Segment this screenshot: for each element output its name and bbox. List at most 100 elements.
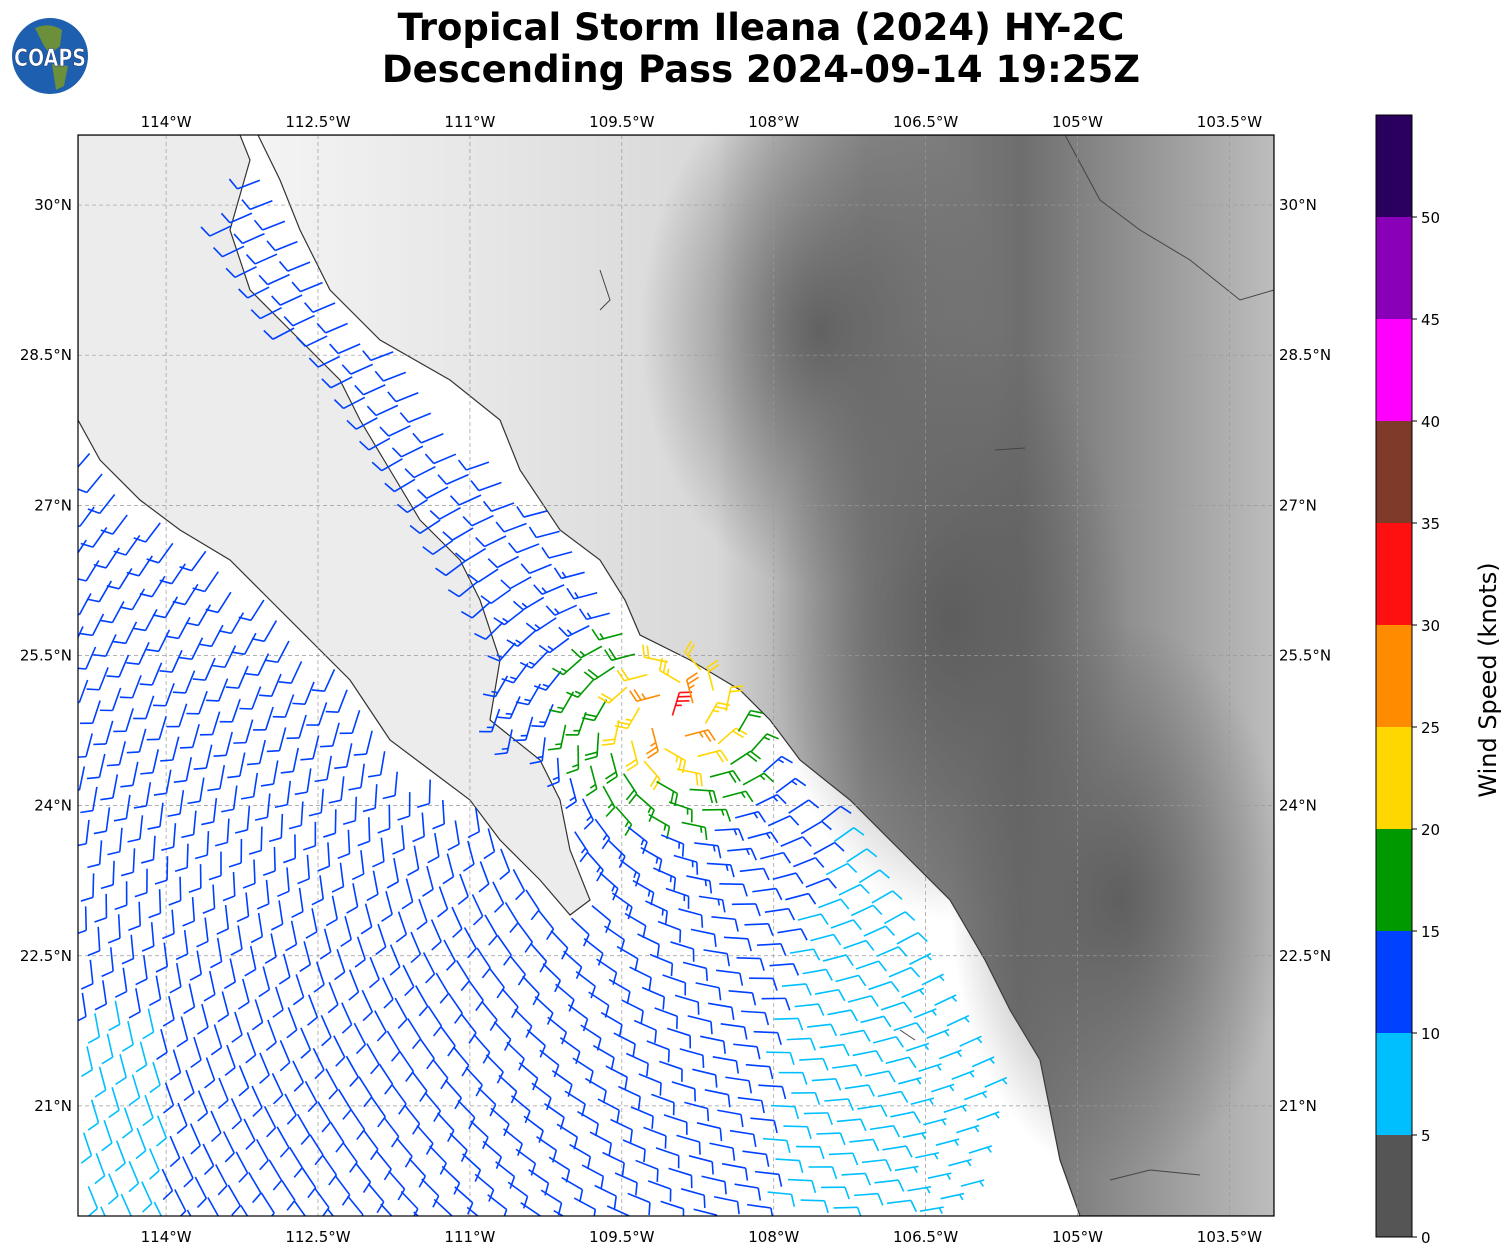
wind-barb [142,1094,154,1127]
wind-barb [108,1087,120,1119]
wind-barb [847,995,879,1007]
title-line-1: Tropical Storm Ileana (2024) HY-2C [397,6,1125,49]
colorbar-tick-label: 30 [1421,617,1440,635]
wind-barb [303,821,317,851]
wind-barb [876,946,908,958]
wind-barb [409,519,441,535]
wind-barb [547,724,567,751]
wind-barb [679,1048,705,1068]
wind-barbs [78,178,1008,1216]
wind-barb [278,661,303,685]
wind-barb [893,1022,925,1034]
wind-barb [278,260,311,272]
wind-barb [559,1037,581,1065]
wind-barb [711,916,739,932]
wind-barb [381,890,393,922]
wind-barb [114,1140,126,1172]
wind-barb [148,889,162,919]
wind-barb [169,1135,181,1168]
wind-barb [688,1155,714,1175]
wind-barb [417,486,449,500]
wind-barb [706,862,735,878]
wind-barb [792,856,825,868]
wind-barb [323,809,337,838]
wind-barb [894,1165,919,1174]
wind-barb [435,560,466,577]
wind-barb [605,752,618,784]
wind-barb [729,1129,757,1148]
wind-barb [260,760,279,787]
wind-barb [80,1132,93,1164]
wind-barb [141,835,156,864]
wind-barb [697,749,729,763]
colorbar-bin-30-35 [1376,523,1412,625]
wind-barb [186,690,208,715]
wind-barb [427,1005,443,1037]
wind-barb [374,370,407,382]
wind-barb [565,778,578,810]
wind-barb [140,749,160,775]
wind-barb [725,1076,753,1094]
wind-barb [399,412,432,423]
wind-barb [94,980,108,1011]
wind-barb [166,703,188,728]
wind-barb [700,1035,726,1054]
wind-barb [153,1201,163,1216]
top-lon-tick-label: 108°W [748,113,799,131]
wind-barb [321,376,353,389]
wind-barb [299,941,312,973]
wind-barb [741,1010,770,1026]
wind-barb [690,928,717,947]
colorbar-tick-label: 50 [1421,209,1440,227]
top-lon-tick-label: 103.5°W [1197,113,1262,131]
wind-barb [316,322,348,334]
wind-barb [251,1085,263,1117]
gridlines [78,135,1274,1216]
wind-barb [913,1008,937,1019]
wind-barb [745,1063,774,1080]
wind-barb [951,1069,975,1080]
wind-barb [552,658,582,676]
right-lat-tick-label: 30°N [1279,196,1317,214]
wind-barb [615,806,633,836]
wind-barb [225,665,249,689]
wind-barb [437,886,449,918]
wind-barb [435,972,450,1004]
wind-barb [466,1206,480,1216]
wind-barb [684,640,702,671]
wind-barb [337,1088,352,1120]
wind-barb [763,755,793,773]
wind-barb [196,1003,209,1035]
wind-barb [553,1209,565,1216]
wind-barb [272,694,295,718]
wind-barb [231,1011,243,1043]
wind-barb [553,567,585,580]
wind-barb [734,810,766,823]
wind-barb [139,575,166,598]
wind-barb [366,870,379,902]
wind-barb [465,1066,483,1097]
wind-barb [506,629,537,647]
wind-barb [816,1132,846,1146]
wind-barb [237,978,250,1010]
wind-barb [901,987,925,999]
wind-barb [442,527,474,541]
wind-barb [86,580,113,603]
wind-barb [495,1161,516,1189]
wind-barb [297,854,311,885]
wind-barb [384,478,416,493]
wind-barb [663,1114,688,1135]
bottom-lon-tick-label: 112.5°W [285,1228,350,1246]
wind-barb [457,459,490,471]
wind-barb [313,961,325,993]
wind-barb [395,911,408,943]
wind-barb [387,391,419,403]
wind-barb [320,722,340,748]
wind-barb [234,805,251,834]
wind-barb [153,682,175,707]
wind-barb [217,991,230,1023]
wind-barb [233,233,265,245]
wind-barb [504,901,519,934]
wind-barb [78,906,88,935]
wind-barb [701,1175,727,1195]
